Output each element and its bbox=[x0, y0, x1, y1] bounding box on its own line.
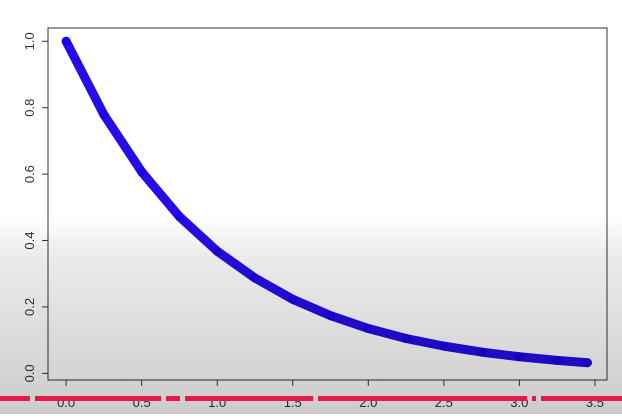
data-point bbox=[212, 246, 222, 256]
x-tick-label: 3.5 bbox=[586, 395, 604, 410]
data-point bbox=[99, 110, 109, 120]
x-tick-label: 2.0 bbox=[359, 395, 377, 410]
data-point bbox=[174, 212, 184, 222]
data-point bbox=[288, 294, 298, 304]
plot-border bbox=[47, 27, 608, 381]
series-group bbox=[61, 36, 592, 368]
x-tick-label: 3.0 bbox=[510, 395, 528, 410]
x-tick-label: 1.5 bbox=[284, 395, 302, 410]
y-tick-label: 0.2 bbox=[22, 298, 37, 316]
data-point bbox=[137, 167, 147, 177]
y-tick-label: 0.8 bbox=[22, 99, 37, 117]
x-tick-label: 0.0 bbox=[57, 395, 75, 410]
data-point bbox=[363, 324, 373, 334]
y-tick-label: 1.0 bbox=[22, 32, 37, 50]
data-point bbox=[552, 355, 562, 365]
data-point bbox=[326, 311, 336, 321]
data-point bbox=[477, 347, 487, 357]
y-tick-label: 0.0 bbox=[22, 364, 37, 382]
x-tick-label: 0.5 bbox=[133, 395, 151, 410]
y-tick-label: 0.4 bbox=[22, 231, 37, 249]
data-point bbox=[401, 333, 411, 343]
data-point bbox=[439, 341, 449, 351]
y-tick-label: 0.6 bbox=[22, 165, 37, 183]
x-tick-label: 2.5 bbox=[435, 395, 453, 410]
data-point bbox=[61, 36, 71, 46]
data-point bbox=[514, 352, 524, 362]
data-point bbox=[250, 273, 260, 283]
data-point bbox=[582, 358, 592, 368]
x-tick-label: 1.0 bbox=[208, 395, 226, 410]
